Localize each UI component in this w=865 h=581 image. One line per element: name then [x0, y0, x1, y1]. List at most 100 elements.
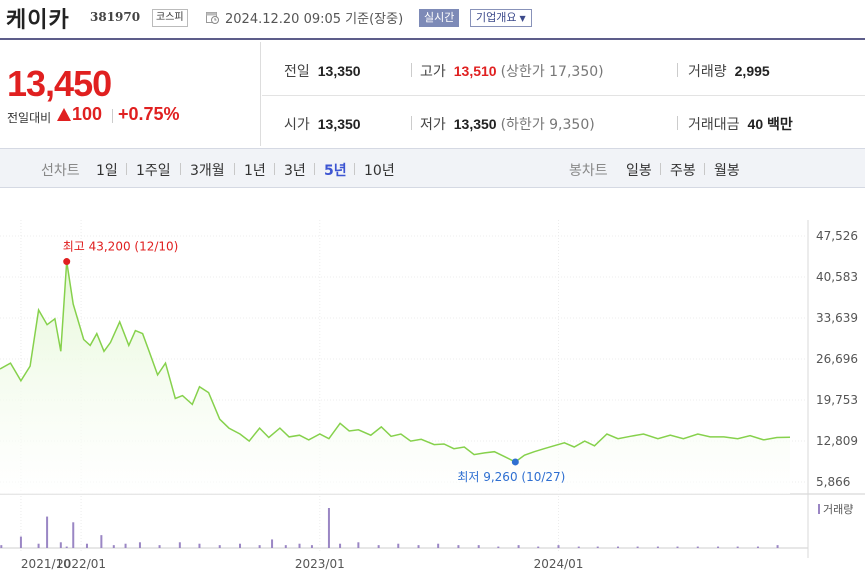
volume-bar [517, 545, 520, 548]
prev-close: 전일 13,350 [284, 61, 361, 81]
volume-bar [339, 543, 342, 548]
volume-bar [617, 546, 620, 548]
timestamp: 2024.12.20 09:05 기준(장중) [225, 12, 404, 27]
market-badge: 코스피 [152, 9, 188, 27]
volume-bar [756, 546, 759, 548]
high-price: 고가 13,510 (상한가 17,350) [420, 61, 604, 81]
line-chart-heading: 선차트 [41, 163, 80, 179]
volume-bar [0, 545, 3, 548]
volume-bar [417, 545, 420, 548]
volume-bar [656, 546, 659, 548]
price-area [0, 261, 790, 494]
lower-limit: (하한가 9,350) [500, 117, 595, 133]
y-tick-label: 47,526 [816, 229, 858, 243]
divider [411, 116, 412, 130]
company-overview-dropdown[interactable]: 기업개요 ▼ [470, 9, 532, 27]
tab-3-months[interactable]: 3개월 [190, 163, 225, 179]
change-label: 전일대비 [7, 111, 52, 125]
y-tick-label: 12,809 [816, 434, 858, 448]
x-tick-label: 2024/01 [534, 557, 584, 571]
tab-10-years[interactable]: 10년 [364, 163, 395, 179]
volume-bar [357, 542, 360, 548]
volume-bar [497, 546, 500, 548]
volume-bar [298, 543, 301, 548]
open-price: 시가 13,350 [284, 114, 361, 134]
prev-close-value: 13,350 [317, 63, 361, 79]
prev-close-label: 전일 [284, 64, 310, 80]
volume-bar [59, 542, 62, 548]
tab-1-week[interactable]: 1주일 [136, 163, 171, 179]
y-tick-label: 33,639 [816, 311, 858, 325]
volume-bar [736, 546, 739, 548]
tab-monthly-candle[interactable]: 월봉 [714, 163, 740, 179]
company-overview-label: 기업개요 [476, 11, 517, 24]
amount-label: 거래대금 [688, 117, 740, 133]
volume-bar [537, 546, 540, 548]
tab-daily-candle[interactable]: 일봉 [626, 163, 652, 179]
open-value: 13,350 [317, 116, 361, 132]
volume-bar [100, 535, 103, 548]
min-point-marker [511, 458, 519, 466]
divider [112, 109, 113, 123]
realtime-button[interactable]: 실시간 [419, 9, 460, 27]
volume-legend-marker [818, 504, 820, 514]
x-tick-label: 2021/10 [21, 557, 71, 571]
volume-bar [37, 543, 40, 548]
max-annotation: 최고 43,200 (12/10) [63, 240, 179, 254]
upper-limit: (상한가 17,350) [500, 64, 604, 80]
volume-bar [577, 546, 580, 548]
volume-bar [327, 508, 330, 548]
tab-1-year[interactable]: 1년 [244, 163, 266, 179]
low-label: 저가 [420, 117, 446, 133]
volume-bar [717, 546, 720, 548]
x-tick-label: 2023/01 [295, 557, 345, 571]
high-label: 고가 [420, 64, 446, 80]
volume-bar [178, 542, 181, 548]
volume: 거래량 2,995 [688, 61, 770, 81]
up-triangle-icon [57, 108, 71, 121]
change-percent: +0.75% [118, 104, 180, 124]
y-tick-label: 19,753 [816, 393, 858, 407]
volume-bar [198, 543, 201, 548]
y-tick-label: 40,583 [816, 270, 858, 284]
tab-weekly-candle[interactable]: 주봉 [670, 163, 696, 179]
volume-bar [377, 545, 380, 548]
volume-bar [46, 516, 49, 548]
volume-value: 2,995 [734, 63, 770, 79]
volume-bar [457, 545, 460, 548]
tab-5-years[interactable]: 5년 [324, 163, 347, 179]
volume-legend-label: 거래량 [823, 503, 853, 516]
volume-bar [437, 543, 440, 548]
volume-bar [218, 545, 221, 548]
tab-3-years[interactable]: 3년 [284, 163, 306, 179]
volume-bar [477, 545, 480, 548]
stock-code: 381970 [90, 10, 141, 24]
y-tick-label: 5,866 [816, 475, 850, 489]
volume-bar [284, 545, 287, 548]
chevron-down-icon: ▼ [519, 14, 526, 23]
divider [411, 63, 412, 77]
divider [704, 163, 705, 175]
volume-bar [776, 545, 779, 548]
price-change: 100 [72, 104, 103, 124]
divider [234, 163, 235, 175]
divider [677, 63, 678, 77]
trade-amount: 거래대금 40 백만 [688, 114, 793, 134]
volume-bar [676, 546, 679, 548]
volume-bar [85, 543, 88, 548]
volume-bar [112, 545, 115, 548]
volume-bar [397, 543, 400, 548]
tab-1-day[interactable]: 1일 [96, 163, 118, 179]
volume-bar [258, 545, 261, 548]
divider [180, 163, 181, 175]
volume-bar [72, 522, 75, 548]
low-value: 13,350 [453, 116, 497, 132]
amount-value: 40 백만 [747, 116, 793, 132]
volume-bar [138, 542, 141, 548]
y-tick-label: 26,696 [816, 352, 858, 366]
price-chart[interactable]: 47,526 40,583 33,639 26,696 19,753 12,809 5,86… [0, 190, 865, 581]
low-price: 저가 13,350 (하한가 9,350) [420, 114, 595, 134]
current-price: 13,450 [7, 63, 112, 104]
divider [126, 163, 127, 175]
high-value: 13,510 [453, 63, 497, 79]
